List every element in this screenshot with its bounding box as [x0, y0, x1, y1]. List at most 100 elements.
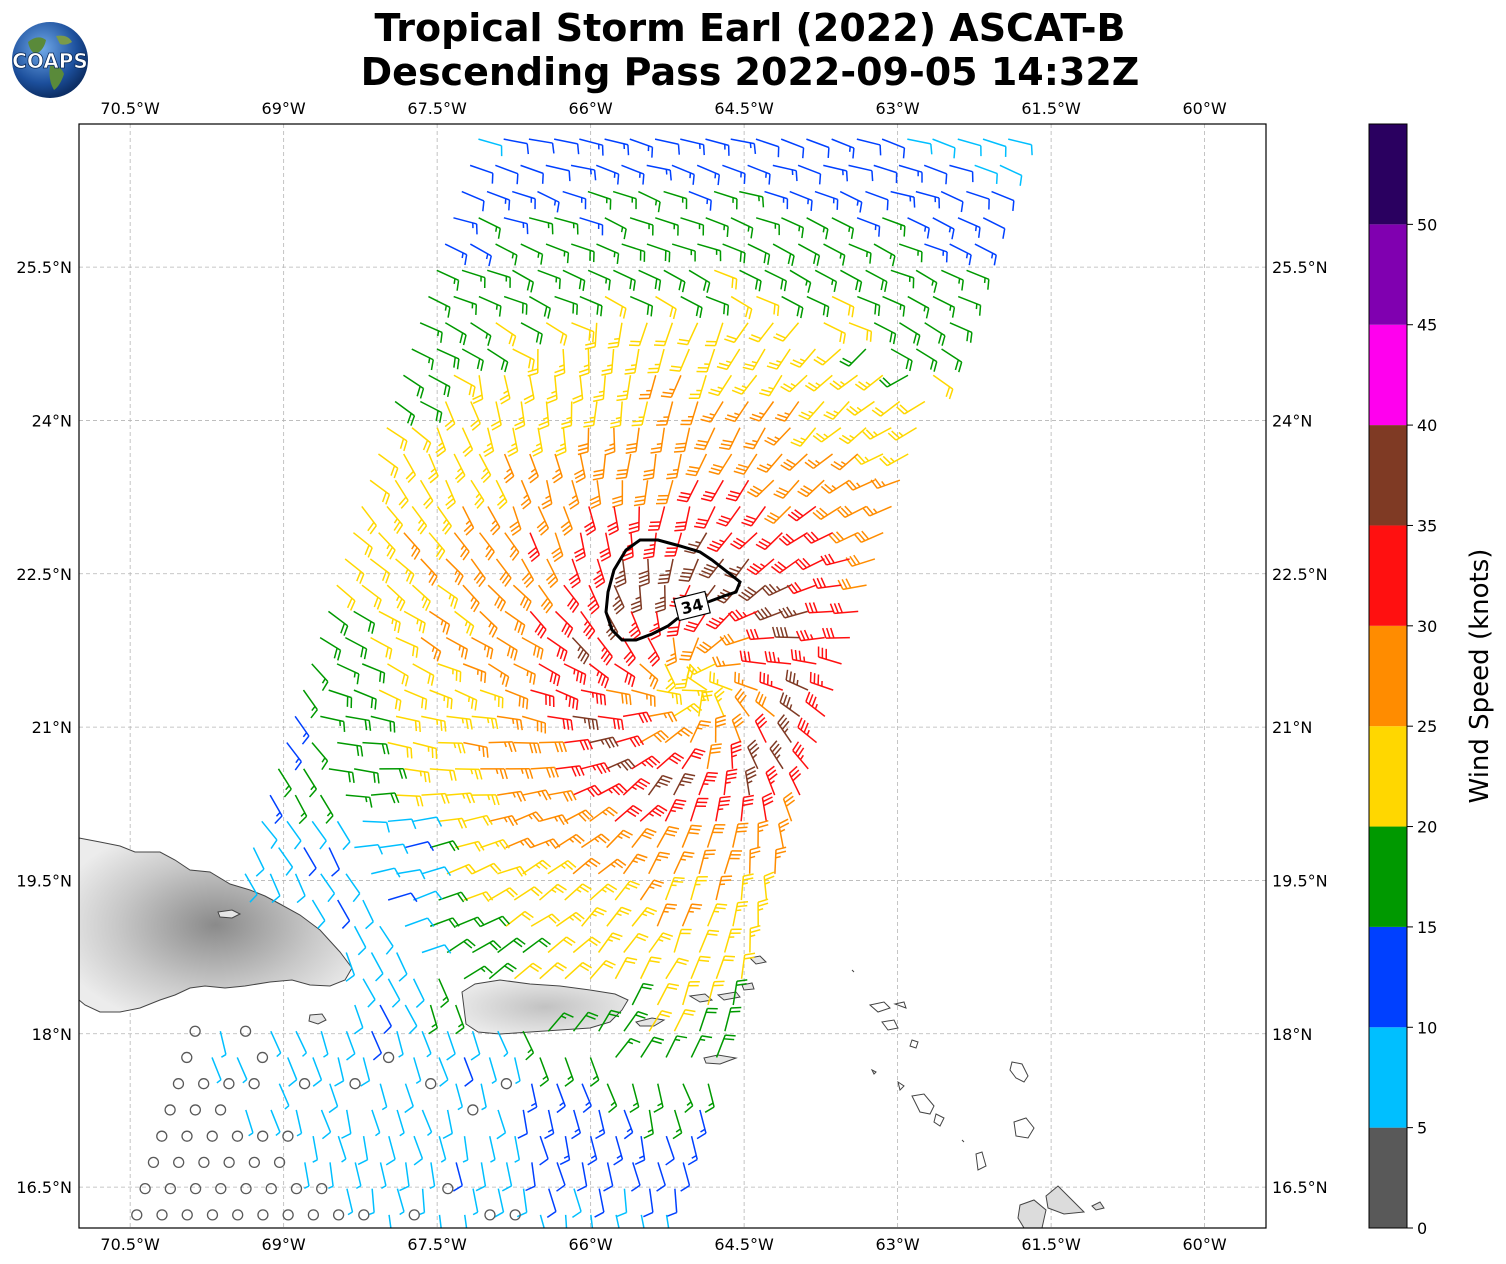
- wind-barb: [387, 741, 413, 759]
- wind-barb: [404, 917, 435, 927]
- wind-barb: [621, 243, 646, 262]
- wind-barb: [256, 1051, 269, 1064]
- wind-barb: [361, 505, 377, 535]
- guadeloupe-island: [1017, 1185, 1105, 1228]
- wind-barb: [764, 190, 789, 210]
- colorbar-tick-label: 35: [1417, 516, 1437, 535]
- wind-barb: [715, 1034, 736, 1058]
- wind-barb: [428, 610, 451, 635]
- colorbar: 0 5 10 15 20 25 30 35 40 45 50 Wind Speed (knots): [1368, 123, 1495, 1238]
- wind-barb: [362, 899, 374, 930]
- wind-barb: [664, 663, 677, 694]
- wind-barb: [698, 771, 718, 796]
- wind-barb: [666, 1188, 678, 1218]
- wind-barb: [421, 792, 450, 804]
- wind-barb: [556, 1162, 566, 1192]
- wind-barb: [520, 243, 544, 265]
- wind-barb: [757, 898, 769, 927]
- wind-barb: [756, 453, 783, 473]
- wind-barb: [831, 295, 855, 318]
- wind-barb: [520, 164, 544, 184]
- wind-barb: [282, 1209, 294, 1221]
- wind-barb: [539, 741, 568, 753]
- wind-barb: [597, 637, 613, 666]
- wind-barb: [854, 374, 884, 391]
- wind-barb: [814, 269, 838, 293]
- wind-barb: [560, 506, 573, 536]
- wind-barb: [812, 427, 842, 443]
- wind-barb: [568, 558, 581, 589]
- wind-barb: [312, 1136, 319, 1163]
- wind-barb: [403, 610, 426, 634]
- wind-barb: [382, 1051, 395, 1064]
- wind-barb: [462, 1136, 469, 1163]
- wind-barb: [394, 479, 409, 509]
- wind-barb: [496, 1109, 507, 1140]
- wind-barb: [270, 1109, 281, 1137]
- wind-barb: [755, 532, 783, 551]
- wind-barb: [411, 584, 431, 612]
- wind-barb: [386, 427, 408, 452]
- wind-barb: [490, 401, 502, 431]
- wind-barb: [536, 506, 550, 536]
- wind-barb: [797, 479, 825, 498]
- wind-barb: [547, 715, 574, 731]
- wind-barb: [681, 903, 703, 927]
- wind-barb: [890, 348, 913, 372]
- wind-barb: [547, 790, 577, 802]
- wind-barb: [328, 1162, 334, 1190]
- wind-barb: [706, 743, 722, 769]
- wind-barb: [648, 1009, 672, 1032]
- wind-barb: [396, 952, 408, 982]
- wind-barb: [845, 554, 876, 567]
- wind-barb: [404, 689, 428, 710]
- wind-barb: [587, 1135, 598, 1166]
- wind-barb: [612, 584, 625, 615]
- wind-barb: [495, 243, 518, 266]
- wind-barb: [572, 375, 584, 404]
- wind-barb: [932, 138, 956, 159]
- lon-tick-label-bottom: 64.5°W: [714, 1235, 774, 1254]
- wind-barb: [665, 1214, 670, 1228]
- wind-barb: [607, 322, 623, 349]
- wind-barb: [371, 867, 401, 878]
- wind-barb: [354, 1162, 362, 1190]
- wind-barb: [571, 637, 590, 665]
- wind-barb: [480, 838, 510, 850]
- wind-barb: [273, 1156, 286, 1169]
- wind-barb: [277, 768, 292, 798]
- wind-barb: [804, 602, 834, 614]
- colorbar-tick-label: 5: [1417, 1119, 1427, 1138]
- wind-barb: [823, 243, 846, 266]
- wind-barb: [646, 243, 671, 263]
- wind-barb: [412, 741, 438, 759]
- wind-barb: [505, 767, 534, 779]
- wind-barb: [590, 1214, 594, 1228]
- logo-text: COAPS: [12, 49, 88, 73]
- wind-barb: [714, 269, 738, 290]
- wind-barb: [795, 629, 825, 642]
- wind-barb: [239, 1025, 252, 1037]
- wind-barb: [848, 322, 873, 342]
- wind-barb: [487, 506, 501, 536]
- wind-barb: [581, 907, 607, 927]
- wind-barb: [592, 375, 607, 403]
- wind-barb: [924, 243, 948, 263]
- wind-barb: [257, 1209, 269, 1221]
- wind-barb: [907, 295, 930, 319]
- vieques-island: [635, 1017, 666, 1027]
- wind-barb: [257, 1130, 269, 1142]
- wind-barb: [461, 348, 484, 372]
- wind-barb: [181, 1209, 193, 1221]
- wind-barb: [879, 453, 909, 467]
- wind-barb: [531, 427, 543, 457]
- hispaniola-island: [79, 837, 353, 1013]
- wind-barb: [873, 164, 898, 184]
- wind-barb: [848, 164, 874, 182]
- wind-barb: [638, 375, 657, 400]
- wind-barb: [572, 936, 601, 954]
- wind-barb: [839, 348, 867, 367]
- wind-barb: [599, 532, 612, 562]
- wind-barb: [516, 1188, 528, 1218]
- wind-barb: [673, 427, 691, 453]
